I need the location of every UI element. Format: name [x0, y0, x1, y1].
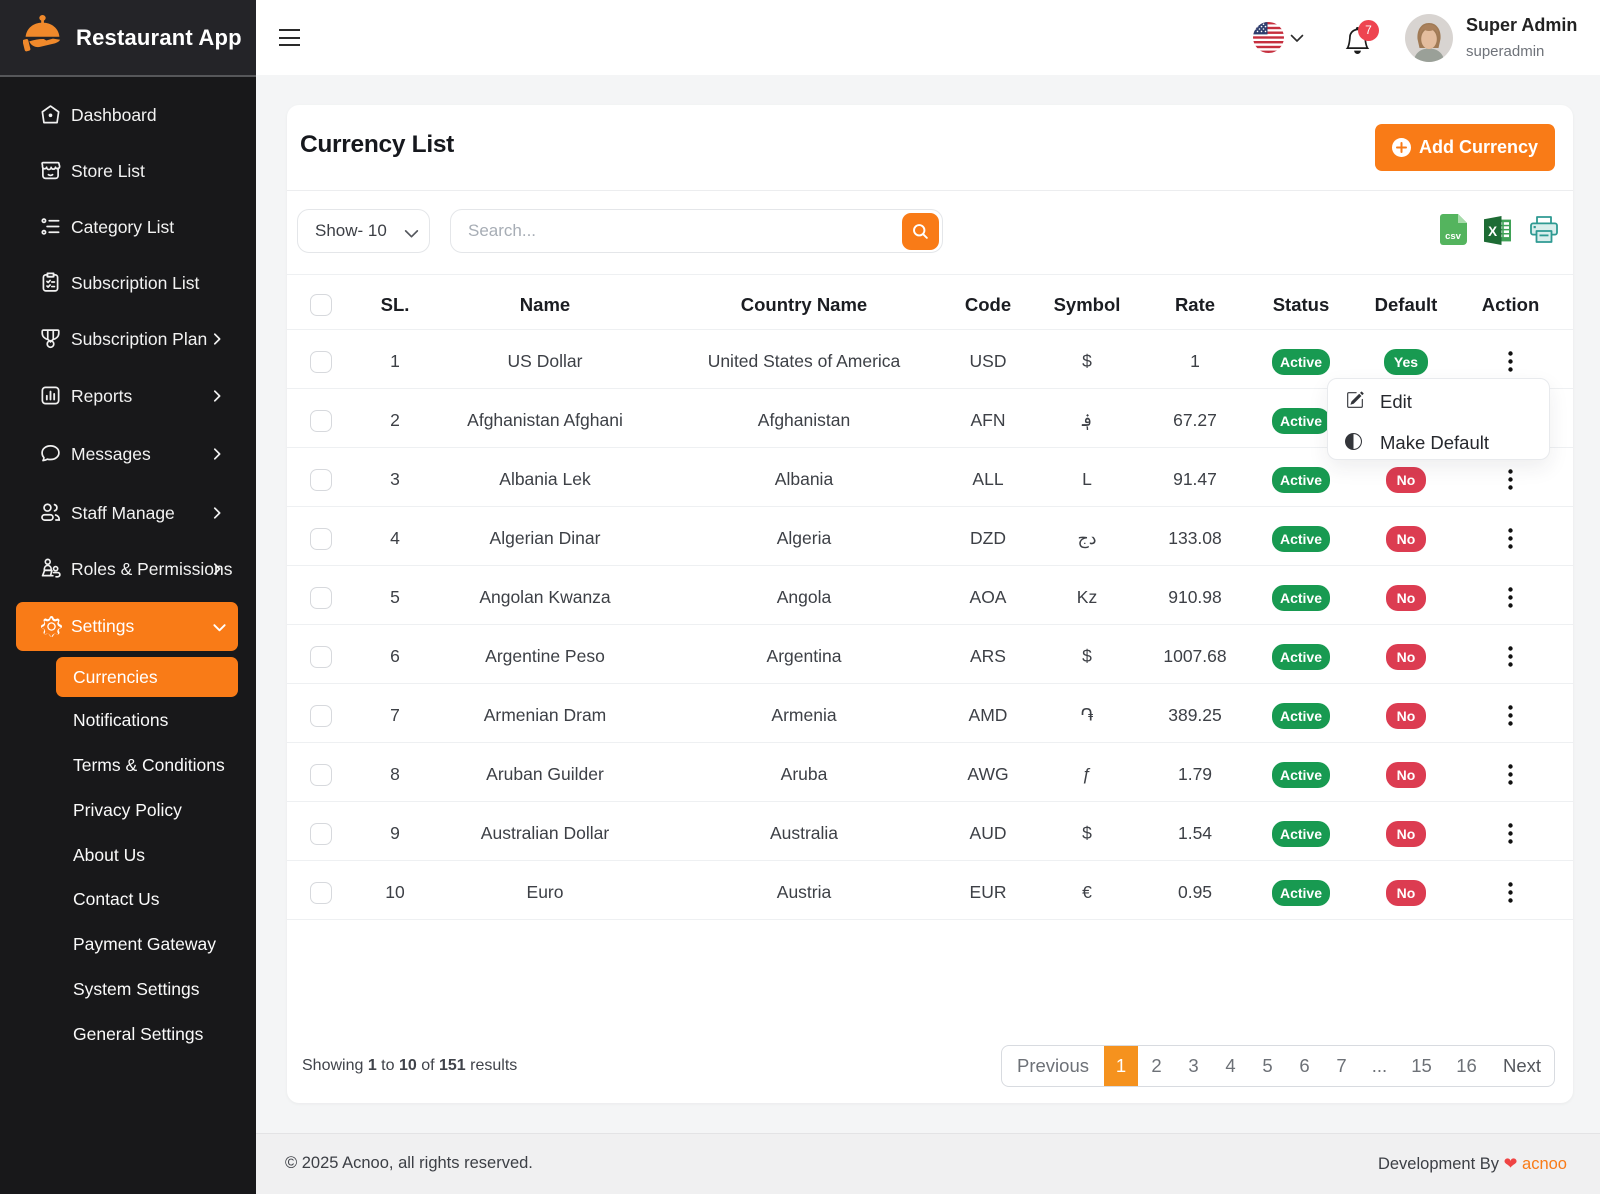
svg-text:csv: csv [1445, 231, 1462, 242]
svg-text:X: X [1488, 224, 1497, 239]
